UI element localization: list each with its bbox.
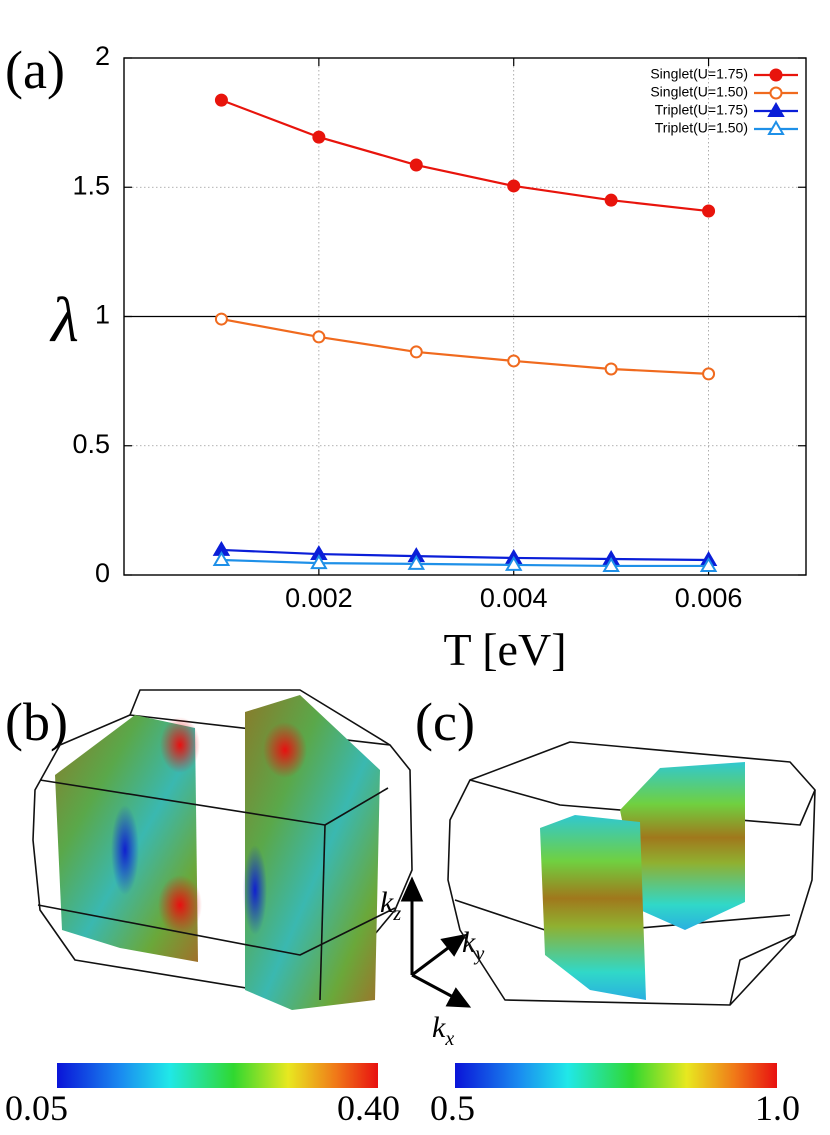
zone-edge [319,824,326,1001]
marker [310,554,328,570]
marker [212,551,231,567]
fermi-surface-b: 0.05 0.40 [5,689,413,1128]
marker [407,554,426,570]
axis-label: kz [380,886,401,925]
surface [540,815,646,1000]
marker [214,312,228,326]
plot-frame [123,57,807,576]
colorbar [57,1063,378,1088]
legend-label: Triplet(U=1.50) [655,120,748,136]
legend-label: Singlet(U=1.75) [650,66,748,82]
zone-edge [129,689,391,746]
surface-spot [158,875,202,935]
axis-label: ky [462,926,484,965]
axis-label-base: k [432,1011,446,1044]
marker [604,193,618,207]
series-line [221,548,709,562]
panel-label: (b) [5,692,68,752]
y-tick-label: 0 [95,558,110,588]
surface-spot [111,805,139,895]
marker [602,556,620,572]
zone-edge [37,904,396,956]
axis-arrow [411,943,453,977]
legend-marker [767,102,785,117]
colorbar-label: 0.40 [337,1088,400,1128]
x-tick-label: 0.006 [675,583,743,613]
legend-label: Singlet(U=1.50) [650,84,748,100]
arrow-head [445,987,472,1008]
series-line [221,99,709,213]
axis-label-sub: y [473,943,484,965]
marker [702,367,716,381]
axis-label-base: k [380,886,394,919]
series-line [221,558,709,568]
brillouin-zone [447,741,816,1006]
line-chart: 0 0.5 1 1.5 2 0.002 0.004 0.006 λ T [eV] Singlet(U… [49,41,807,675]
surface [620,762,745,930]
surface-spot [263,722,307,778]
fermi-surface-c: 0.5 1.0 [430,741,816,1128]
marker [604,362,618,376]
marker [702,204,716,218]
surface-spot [160,717,200,773]
arrow-head [440,933,467,957]
series-line [221,318,709,375]
colorbar [455,1063,777,1088]
marker [312,130,326,144]
marker [409,345,423,359]
y-tick-label: 0.5 [72,429,110,459]
panel-label: (c) [415,692,475,752]
axis-label-sub: z [392,903,401,925]
legend-marker [769,68,783,82]
surface-spot [243,845,267,935]
axis-arrow [411,973,456,1000]
axis-label: kx [432,1011,454,1050]
y-tick-label: 2 [95,41,110,71]
k-axes [400,876,472,1008]
colorbar-label: 0.05 [5,1088,68,1128]
marker [699,556,718,572]
zone-edge [729,934,796,1006]
x-tick-label: 0.004 [480,583,548,613]
legend-marker [767,120,785,135]
marker [214,93,228,107]
marker [507,354,521,368]
marker [312,330,326,344]
y-tick-label: 1.5 [72,170,110,200]
marker [409,158,423,172]
y-axis-label: λ [49,284,79,355]
axis-label-sub: x [444,1028,454,1050]
marker [507,179,521,193]
marker [504,555,523,571]
axis-label-base: k [462,926,476,959]
x-axis-label: T [eV] [443,624,566,675]
panel-label: (a) [5,40,65,100]
x-tick-label: 0.002 [285,583,353,613]
colorbar-label: 1.0 [755,1088,800,1128]
brillouin-zone [32,714,413,1001]
arrow-head [400,876,424,902]
legend-marker [769,86,783,100]
y-tick-label: 1 [95,300,110,330]
legend-label: Triplet(U=1.75) [655,102,748,118]
colorbar-label: 0.5 [430,1088,475,1128]
